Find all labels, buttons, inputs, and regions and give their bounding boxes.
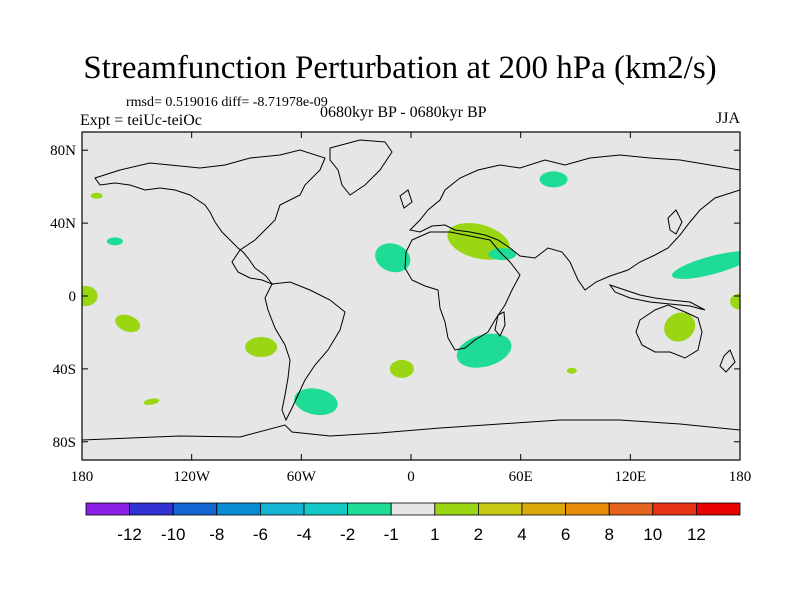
y-tick-label: 80N — [50, 143, 76, 159]
colorbar-swatch — [390, 502, 436, 516]
colorbar-label: -8 — [209, 525, 224, 544]
colorbar-label: 1 — [430, 525, 439, 544]
map-background — [82, 132, 740, 460]
colorbar-swatch — [303, 502, 348, 516]
coastline-british-isles — [399, 189, 413, 209]
x-tick-label: 60E — [509, 469, 533, 485]
x-tick-label: 180 — [71, 469, 94, 485]
colorbar-label: 12 — [687, 525, 706, 544]
coastline-new-zealand — [719, 349, 736, 373]
experiment-label: Expt = teiUc-teiOc — [80, 112, 202, 129]
y-tick-label: 80S — [53, 435, 76, 451]
x-tick-label: 120W — [173, 469, 211, 485]
coastline-madagascar — [494, 311, 506, 337]
colorbar-swatch — [696, 502, 741, 516]
colorbar-swatch — [129, 502, 174, 516]
anomaly-patch — [143, 398, 160, 405]
colorbar-swatch — [85, 502, 130, 516]
colorbar-swatch — [347, 502, 392, 516]
coastline-eurasia — [408, 154, 740, 291]
colorbar-label: -2 — [340, 525, 355, 544]
y-tick-label: 40N — [50, 216, 76, 232]
anomaly-patch — [82, 286, 98, 306]
colorbar-swatch — [521, 502, 566, 516]
colorbar-label: 10 — [643, 525, 662, 544]
colorbar-label: -12 — [117, 525, 142, 544]
x-tick-label: 60W — [287, 469, 317, 485]
x-tick-label: 180 — [729, 469, 752, 485]
coastline-indonesia — [608, 284, 706, 311]
anomaly-patch — [375, 243, 411, 273]
coastline-antarctica — [82, 419, 740, 441]
anomaly-patch — [389, 359, 414, 378]
colorbar: -12 -10 -8 -6 -4 -2 -1 1 2 4 6 8 10 12 — [85, 502, 741, 544]
coastline-north-america — [94, 149, 326, 286]
coastlines — [82, 139, 740, 441]
period-label: 0680kyr BP - 0680kyr BP — [320, 104, 487, 121]
anomaly-patch — [115, 314, 141, 333]
anomaly-patch — [539, 171, 568, 188]
colorbar-swatch — [216, 502, 261, 516]
colorbar-swatch — [608, 502, 654, 516]
colorbar-label: 2 — [474, 525, 483, 544]
colorbar-swatch — [434, 502, 479, 516]
colorbar-swatch — [652, 502, 697, 516]
anomaly-patch — [730, 293, 740, 310]
anomaly-patch — [294, 388, 338, 416]
y-tick-label: 40S — [53, 362, 76, 378]
y-tick-label: 0 — [69, 289, 77, 305]
colorbar-swatch — [477, 502, 523, 516]
colorbar-swatch — [172, 502, 218, 516]
coastline-japan — [667, 209, 683, 235]
coastline-south-america — [264, 281, 346, 422]
coastline-africa — [404, 231, 521, 351]
x-tick-label: 0 — [407, 469, 415, 485]
anomaly-patch — [90, 192, 103, 199]
stats-text: rmsd= 0.519016 diff= -8.71978e-09 — [126, 95, 328, 110]
colorbar-label: -10 — [161, 525, 186, 544]
coastline-australia — [635, 304, 703, 359]
chart-title: Streamfunction Perturbation at 200 hPa (… — [83, 50, 717, 86]
anomaly-layer — [82, 171, 740, 416]
x-tick-label: 120E — [614, 469, 646, 485]
colorbar-label: 8 — [604, 525, 613, 544]
anomaly-patch — [245, 337, 278, 358]
anomaly-patch — [664, 312, 696, 342]
colorbar-label: -6 — [253, 525, 268, 544]
colorbar-label: -1 — [384, 525, 399, 544]
axis-layer: 180 120W 60W 0 60E 120E 180 80N 40N 0 40S 80S — [50, 132, 751, 485]
anomaly-patch — [106, 237, 123, 246]
colorbar-label: 6 — [561, 525, 570, 544]
colorbar-swatch — [259, 502, 305, 516]
anomaly-patch — [456, 333, 512, 368]
coastline-greenland — [329, 139, 393, 196]
colorbar-label: 4 — [517, 525, 526, 544]
colorbar-swatch — [565, 502, 610, 516]
colorbar-label: -4 — [296, 525, 311, 544]
anomaly-patch — [671, 251, 740, 279]
anomaly-patch — [566, 367, 577, 374]
season-label: JJA — [716, 110, 741, 127]
